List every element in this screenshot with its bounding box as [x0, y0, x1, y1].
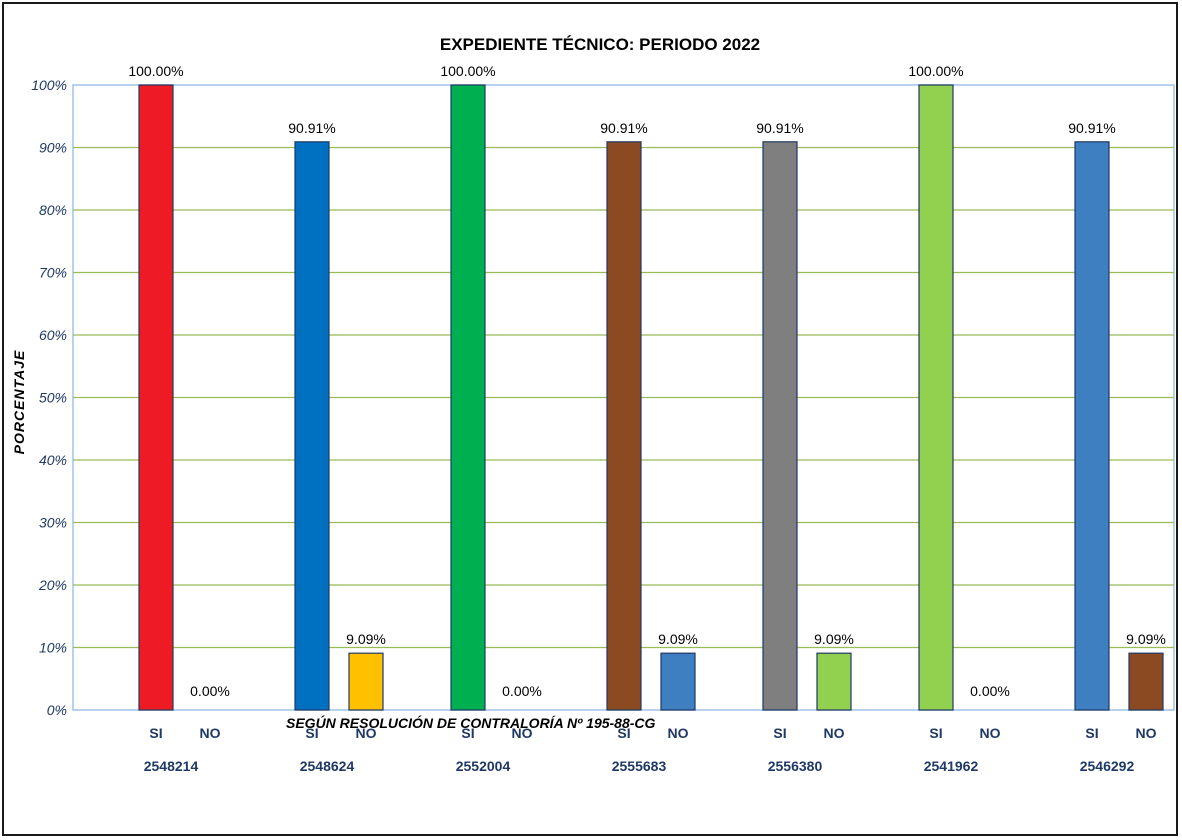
category-label: NO: [980, 725, 1001, 741]
y-tick-label: 40%: [39, 452, 67, 468]
bar-2548624-no: [348, 652, 384, 711]
data-label: 9.09%: [1126, 631, 1166, 647]
group-label: 2552004: [456, 758, 511, 774]
category-label: NO: [512, 725, 533, 741]
bar-2541962-si: [918, 84, 954, 711]
category-label: NO: [200, 725, 221, 741]
y-tick-label: 70%: [39, 265, 67, 281]
y-tick-label: 90%: [39, 140, 67, 156]
y-tick-label: 100%: [31, 77, 67, 93]
category-label: SI: [617, 725, 630, 741]
y-tick-label: 0%: [47, 702, 67, 718]
data-label: 0.00%: [502, 683, 542, 699]
bar-2556380-si: [762, 141, 798, 711]
category-label: NO: [824, 725, 845, 741]
category-label: SI: [461, 725, 474, 741]
data-label: 90.91%: [1068, 120, 1115, 136]
data-label: 9.09%: [346, 631, 386, 647]
group-label: 2548624: [300, 758, 355, 774]
bar-2546292-no: [1128, 652, 1164, 711]
footnote: SEGÚN RESOLUCIÓN DE CONTRALORÍA Nº 195-8…: [286, 714, 656, 731]
bar-chart: EXPEDIENTE TÉCNICO: PERIODO 2022 PORCENT…: [11, 35, 1175, 774]
chart-title: EXPEDIENTE TÉCNICO: PERIODO 2022: [440, 35, 760, 54]
data-label: 90.91%: [756, 120, 803, 136]
data-label: 100.00%: [908, 63, 963, 79]
category-label: SI: [149, 725, 162, 741]
bar-2552004-si: [450, 84, 486, 711]
category-label: NO: [356, 725, 377, 741]
y-tick-label: 50%: [39, 390, 67, 406]
y-tick-label: 60%: [39, 327, 67, 343]
group-label: 2548214: [144, 758, 199, 774]
category-label: SI: [929, 725, 942, 741]
data-label: 100.00%: [440, 63, 495, 79]
bar-2548624-si: [294, 141, 330, 711]
group-label: 2541962: [924, 758, 979, 774]
data-label: 9.09%: [658, 631, 698, 647]
group-label: 2555683: [612, 758, 667, 774]
category-label: SI: [1085, 725, 1098, 741]
y-tick-label: 10%: [39, 640, 67, 656]
category-label: SI: [773, 725, 786, 741]
data-label: 90.91%: [600, 120, 647, 136]
y-tick-label: 30%: [39, 515, 67, 531]
data-label: 0.00%: [970, 683, 1010, 699]
group-label: 2546292: [1080, 758, 1135, 774]
bar-2555683-no: [660, 652, 696, 711]
bar-2556380-no: [816, 652, 852, 711]
category-label: NO: [1136, 725, 1157, 741]
bar-2546292-si: [1074, 141, 1110, 711]
group-label: 2556380: [768, 758, 823, 774]
category-label: NO: [668, 725, 689, 741]
data-label: 0.00%: [190, 683, 230, 699]
data-label: 90.91%: [288, 120, 335, 136]
y-tick-label: 20%: [38, 577, 67, 593]
category-label: SI: [305, 725, 318, 741]
y-axis-label: PORCENTAJE: [11, 350, 27, 455]
bar-2548214-si: [138, 84, 174, 711]
y-tick-label: 80%: [39, 202, 67, 218]
bar-2555683-si: [606, 141, 642, 711]
data-label: 9.09%: [814, 631, 854, 647]
data-label: 100.00%: [128, 63, 183, 79]
